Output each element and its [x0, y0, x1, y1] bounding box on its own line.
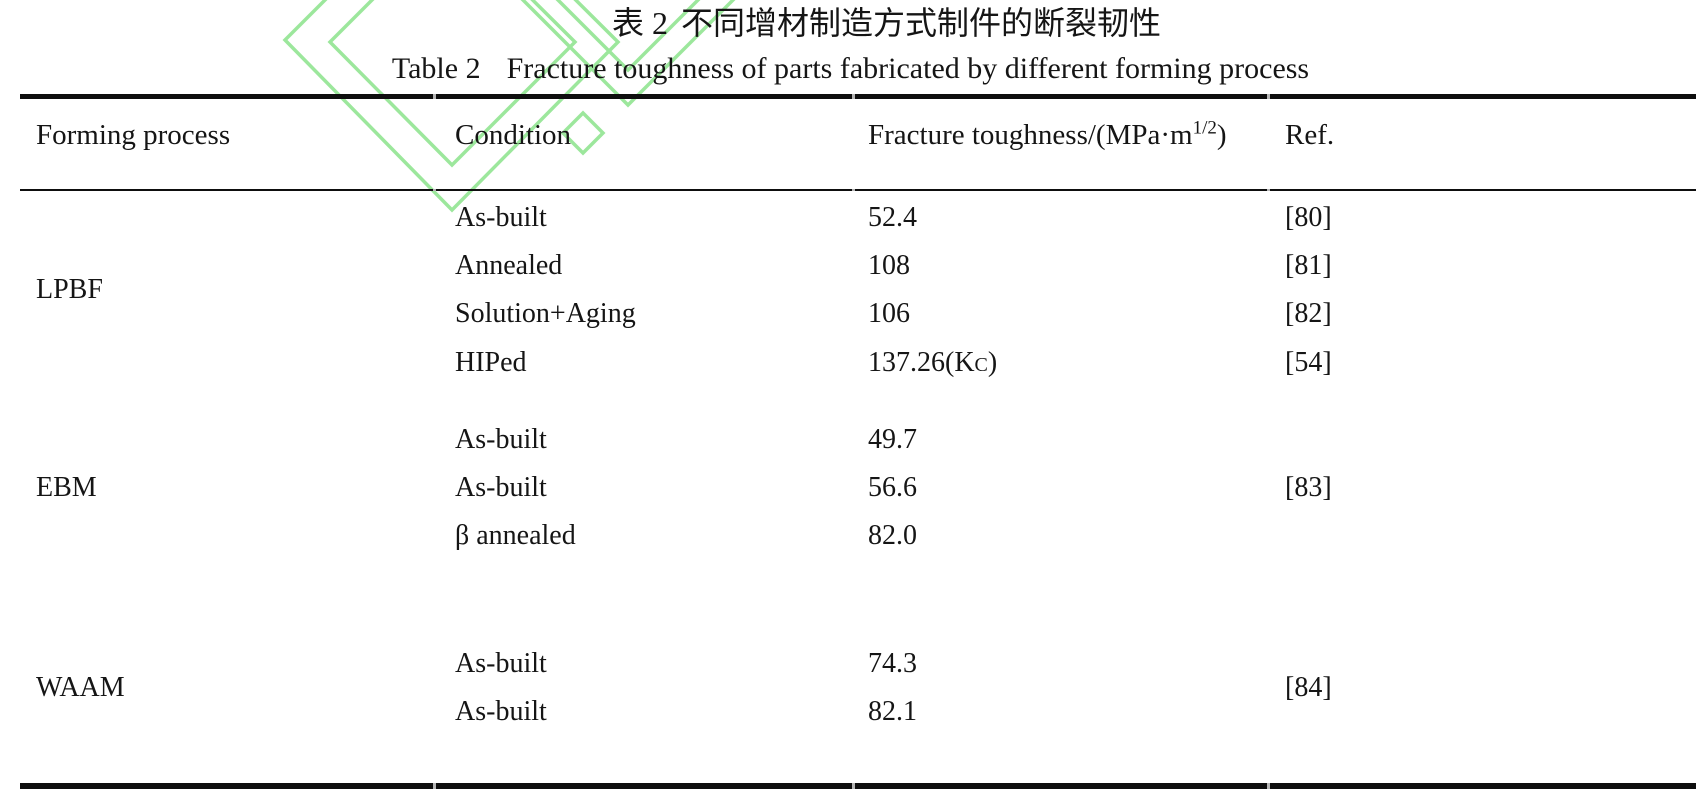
process-name: WAAM: [36, 672, 125, 703]
ref-cell: [82]: [1285, 298, 1332, 329]
toughness-cell: 56.6: [868, 472, 917, 503]
toughness-cell: 137.26(KC): [868, 346, 997, 380]
rule-notch: [852, 189, 855, 191]
toughness-cell: 49.7: [868, 424, 917, 455]
condition-cell: As-built: [455, 424, 547, 455]
condition-cell: As-built: [455, 202, 547, 233]
table-caption-en-text: Fracture toughness of parts fabricated b…: [506, 52, 1310, 85]
toughness-cell: 52.4: [868, 202, 917, 233]
process-name: EBM: [36, 472, 97, 503]
header-ref: Ref.: [1285, 119, 1335, 151]
toughness-kc-subscript: C: [974, 354, 988, 376]
table-number-zh: 表 2: [611, 5, 668, 41]
header-toughness-prefix: Fracture toughness/(MPa·m: [868, 119, 1193, 151]
rule-notch: [852, 783, 855, 789]
condition-cell: As-built: [455, 472, 547, 503]
condition-cell: Annealed: [455, 250, 563, 281]
rule-notch: [1267, 783, 1270, 789]
ref-cell: [80]: [1285, 202, 1332, 233]
toughness-cell: 74.3: [868, 648, 917, 679]
toughness-cell: 106: [868, 298, 910, 329]
toughness-paren: ): [987, 347, 998, 378]
header-forming-process: Forming process: [36, 119, 231, 151]
toughness-cell: 108: [868, 250, 910, 281]
rule-notch: [1267, 189, 1270, 191]
ref-cell: [81]: [1285, 250, 1332, 281]
table-top-rule: [20, 94, 1696, 99]
toughness-cell: 82.0: [868, 520, 917, 551]
table-number-en: Table 2: [391, 52, 481, 85]
rule-notch: [433, 189, 436, 191]
toughness-cell: 82.1: [868, 696, 917, 727]
condition-cell: Solution+Aging: [455, 298, 636, 329]
rule-notch: [433, 783, 436, 789]
table-header-rule: [20, 189, 1696, 191]
table-caption-zh-text: 不同增材制造方式制件的断裂韧性: [681, 5, 1162, 41]
condition-cell: HIPed: [455, 347, 527, 378]
ref-cell: [83]: [1285, 472, 1332, 503]
process-name: LPBF: [36, 274, 103, 305]
condition-cell: β annealed: [455, 520, 576, 551]
table-caption-zh: 表 2 不同增材制造方式制件的断裂韧性: [0, 4, 1701, 42]
ref-cell: [54]: [1285, 347, 1332, 378]
rule-notch: [1267, 94, 1270, 99]
header-fracture-toughness: Fracture toughness/(MPa·m1/2): [868, 118, 1227, 152]
rule-notch: [433, 94, 436, 99]
rule-notch: [852, 94, 855, 99]
condition-cell: As-built: [455, 648, 547, 679]
header-condition: Condition: [455, 119, 572, 151]
condition-cell: As-built: [455, 696, 547, 727]
header-toughness-suffix: ): [1216, 119, 1227, 151]
ref-cell: [84]: [1285, 672, 1332, 703]
table-bottom-rule: [20, 783, 1696, 789]
table-caption-en: Table 2 Fracture toughness of parts fabri…: [0, 50, 1701, 88]
header-toughness-exponent: 1/2: [1192, 117, 1217, 139]
toughness-value: 137.26(K: [868, 347, 975, 378]
watermark-lines: [282, 0, 736, 213]
